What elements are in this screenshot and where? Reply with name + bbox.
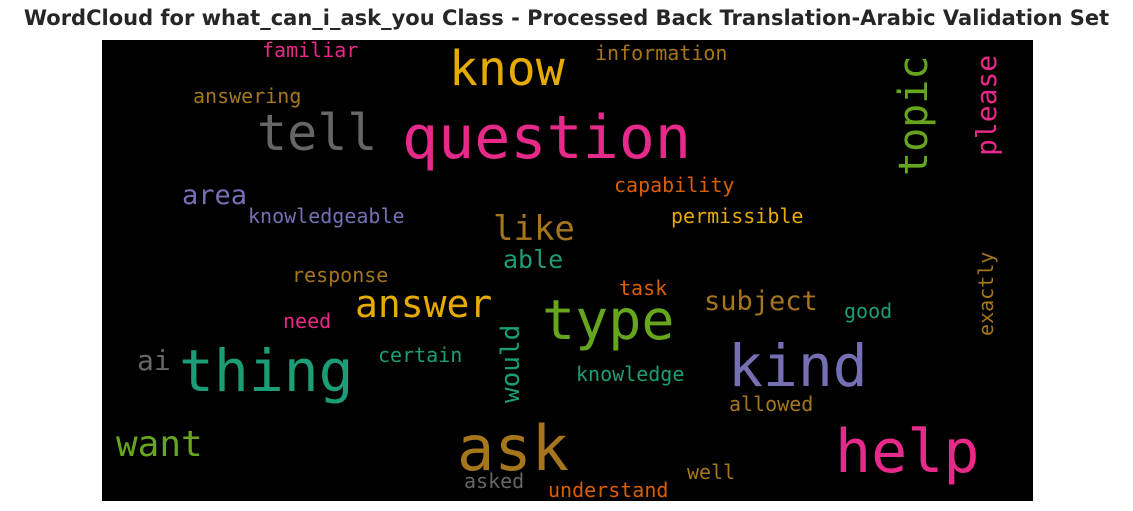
word-question: question — [402, 103, 691, 173]
word-ai: ai — [137, 344, 171, 377]
word-knowledge: knowledge — [576, 362, 685, 386]
word-asked: asked — [464, 469, 525, 493]
word-type: type — [542, 288, 675, 352]
word-well: well — [687, 460, 736, 484]
word-information: information — [595, 41, 728, 65]
word-answering: answering — [193, 84, 302, 108]
word-cloud: question thing kind type ask help know t… — [102, 40, 1033, 501]
word-subject: subject — [704, 286, 818, 317]
word-understand: understand — [548, 478, 669, 501]
page-title: WordCloud for what_can_i_ask_you Class -… — [23, 6, 1110, 30]
word-certain: certain — [378, 343, 463, 367]
word-good: good — [844, 299, 893, 323]
word-like: like — [493, 209, 575, 249]
word-knowledgeable: knowledgeable — [248, 204, 405, 228]
word-help: help — [835, 417, 980, 487]
word-permissible: permissible — [671, 204, 804, 228]
word-answer: answer — [355, 282, 493, 326]
word-need: need — [283, 309, 332, 333]
word-familiar: familiar — [262, 40, 359, 62]
word-know: know — [449, 41, 565, 97]
word-please: please — [970, 54, 1003, 156]
word-area: area — [182, 180, 248, 211]
word-would: would — [496, 324, 526, 403]
word-want: want — [116, 424, 203, 465]
word-tell: tell — [257, 104, 378, 162]
word-able: able — [503, 245, 564, 274]
word-allowed: allowed — [729, 392, 814, 416]
word-kind: kind — [728, 332, 868, 400]
word-exactly: exactly — [974, 251, 998, 336]
word-capability: capability — [614, 173, 735, 197]
word-task: task — [619, 276, 668, 300]
word-thing: thing — [179, 337, 354, 405]
word-topic: topic — [891, 55, 937, 176]
word-ask: ask — [457, 412, 569, 485]
word-response: response — [292, 263, 389, 287]
